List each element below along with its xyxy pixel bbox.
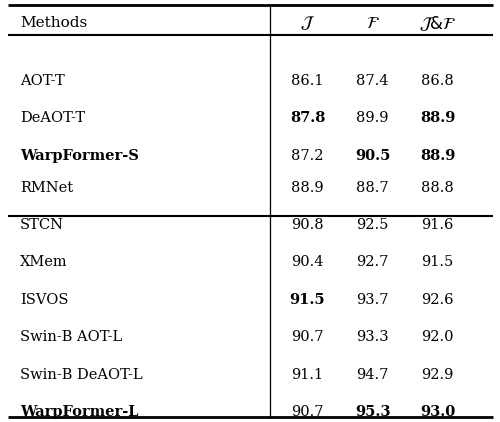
Text: DeAOT-T: DeAOT-T: [20, 111, 85, 125]
Text: 91.6: 91.6: [422, 218, 454, 232]
Text: 93.0: 93.0: [420, 405, 455, 419]
Text: RMNet: RMNet: [20, 181, 73, 195]
Text: STCN: STCN: [20, 218, 64, 232]
Text: 90.5: 90.5: [355, 149, 390, 163]
Text: 94.7: 94.7: [356, 368, 388, 381]
Text: 91.1: 91.1: [292, 368, 324, 381]
Text: $\mathcal{F}$: $\mathcal{F}$: [366, 14, 380, 32]
Text: 92.5: 92.5: [356, 218, 388, 232]
Text: WarpFormer-L: WarpFormer-L: [20, 405, 138, 419]
Text: 89.9: 89.9: [356, 111, 389, 125]
Text: 88.7: 88.7: [356, 181, 389, 195]
Text: 90.8: 90.8: [291, 218, 324, 232]
Text: WarpFormer-S: WarpFormer-S: [20, 149, 139, 163]
Text: XMem: XMem: [20, 255, 68, 270]
Text: 92.0: 92.0: [421, 330, 454, 344]
Text: 88.9: 88.9: [420, 149, 455, 163]
Text: 86.8: 86.8: [421, 74, 454, 88]
Text: 92.6: 92.6: [421, 293, 454, 307]
Text: 93.7: 93.7: [356, 293, 389, 307]
Text: 87.8: 87.8: [290, 111, 325, 125]
Text: 88.8: 88.8: [421, 181, 454, 195]
Text: 88.9: 88.9: [420, 111, 455, 125]
Text: 90.4: 90.4: [291, 255, 324, 270]
Text: ISVOS: ISVOS: [20, 293, 68, 307]
Text: $\mathcal{J}$: $\mathcal{J}$: [300, 14, 315, 32]
Text: 95.3: 95.3: [355, 405, 390, 419]
Text: 90.7: 90.7: [291, 330, 324, 344]
Text: 87.2: 87.2: [291, 149, 324, 163]
Text: AOT-T: AOT-T: [20, 74, 65, 88]
Text: 92.9: 92.9: [422, 368, 454, 381]
Text: Swin-B DeAOT-L: Swin-B DeAOT-L: [20, 368, 142, 381]
Text: 88.9: 88.9: [291, 181, 324, 195]
Text: 93.3: 93.3: [356, 330, 389, 344]
Text: $\mathcal{J}$&$\mathcal{F}$: $\mathcal{J}$&$\mathcal{F}$: [419, 14, 456, 33]
Text: 86.1: 86.1: [291, 74, 324, 88]
Text: Methods: Methods: [20, 16, 87, 30]
Text: 92.7: 92.7: [356, 255, 388, 270]
Text: 87.4: 87.4: [356, 74, 389, 88]
Text: 91.5: 91.5: [290, 293, 326, 307]
Text: 90.7: 90.7: [291, 405, 324, 419]
Text: 91.5: 91.5: [422, 255, 454, 270]
Text: Swin-B AOT-L: Swin-B AOT-L: [20, 330, 122, 344]
